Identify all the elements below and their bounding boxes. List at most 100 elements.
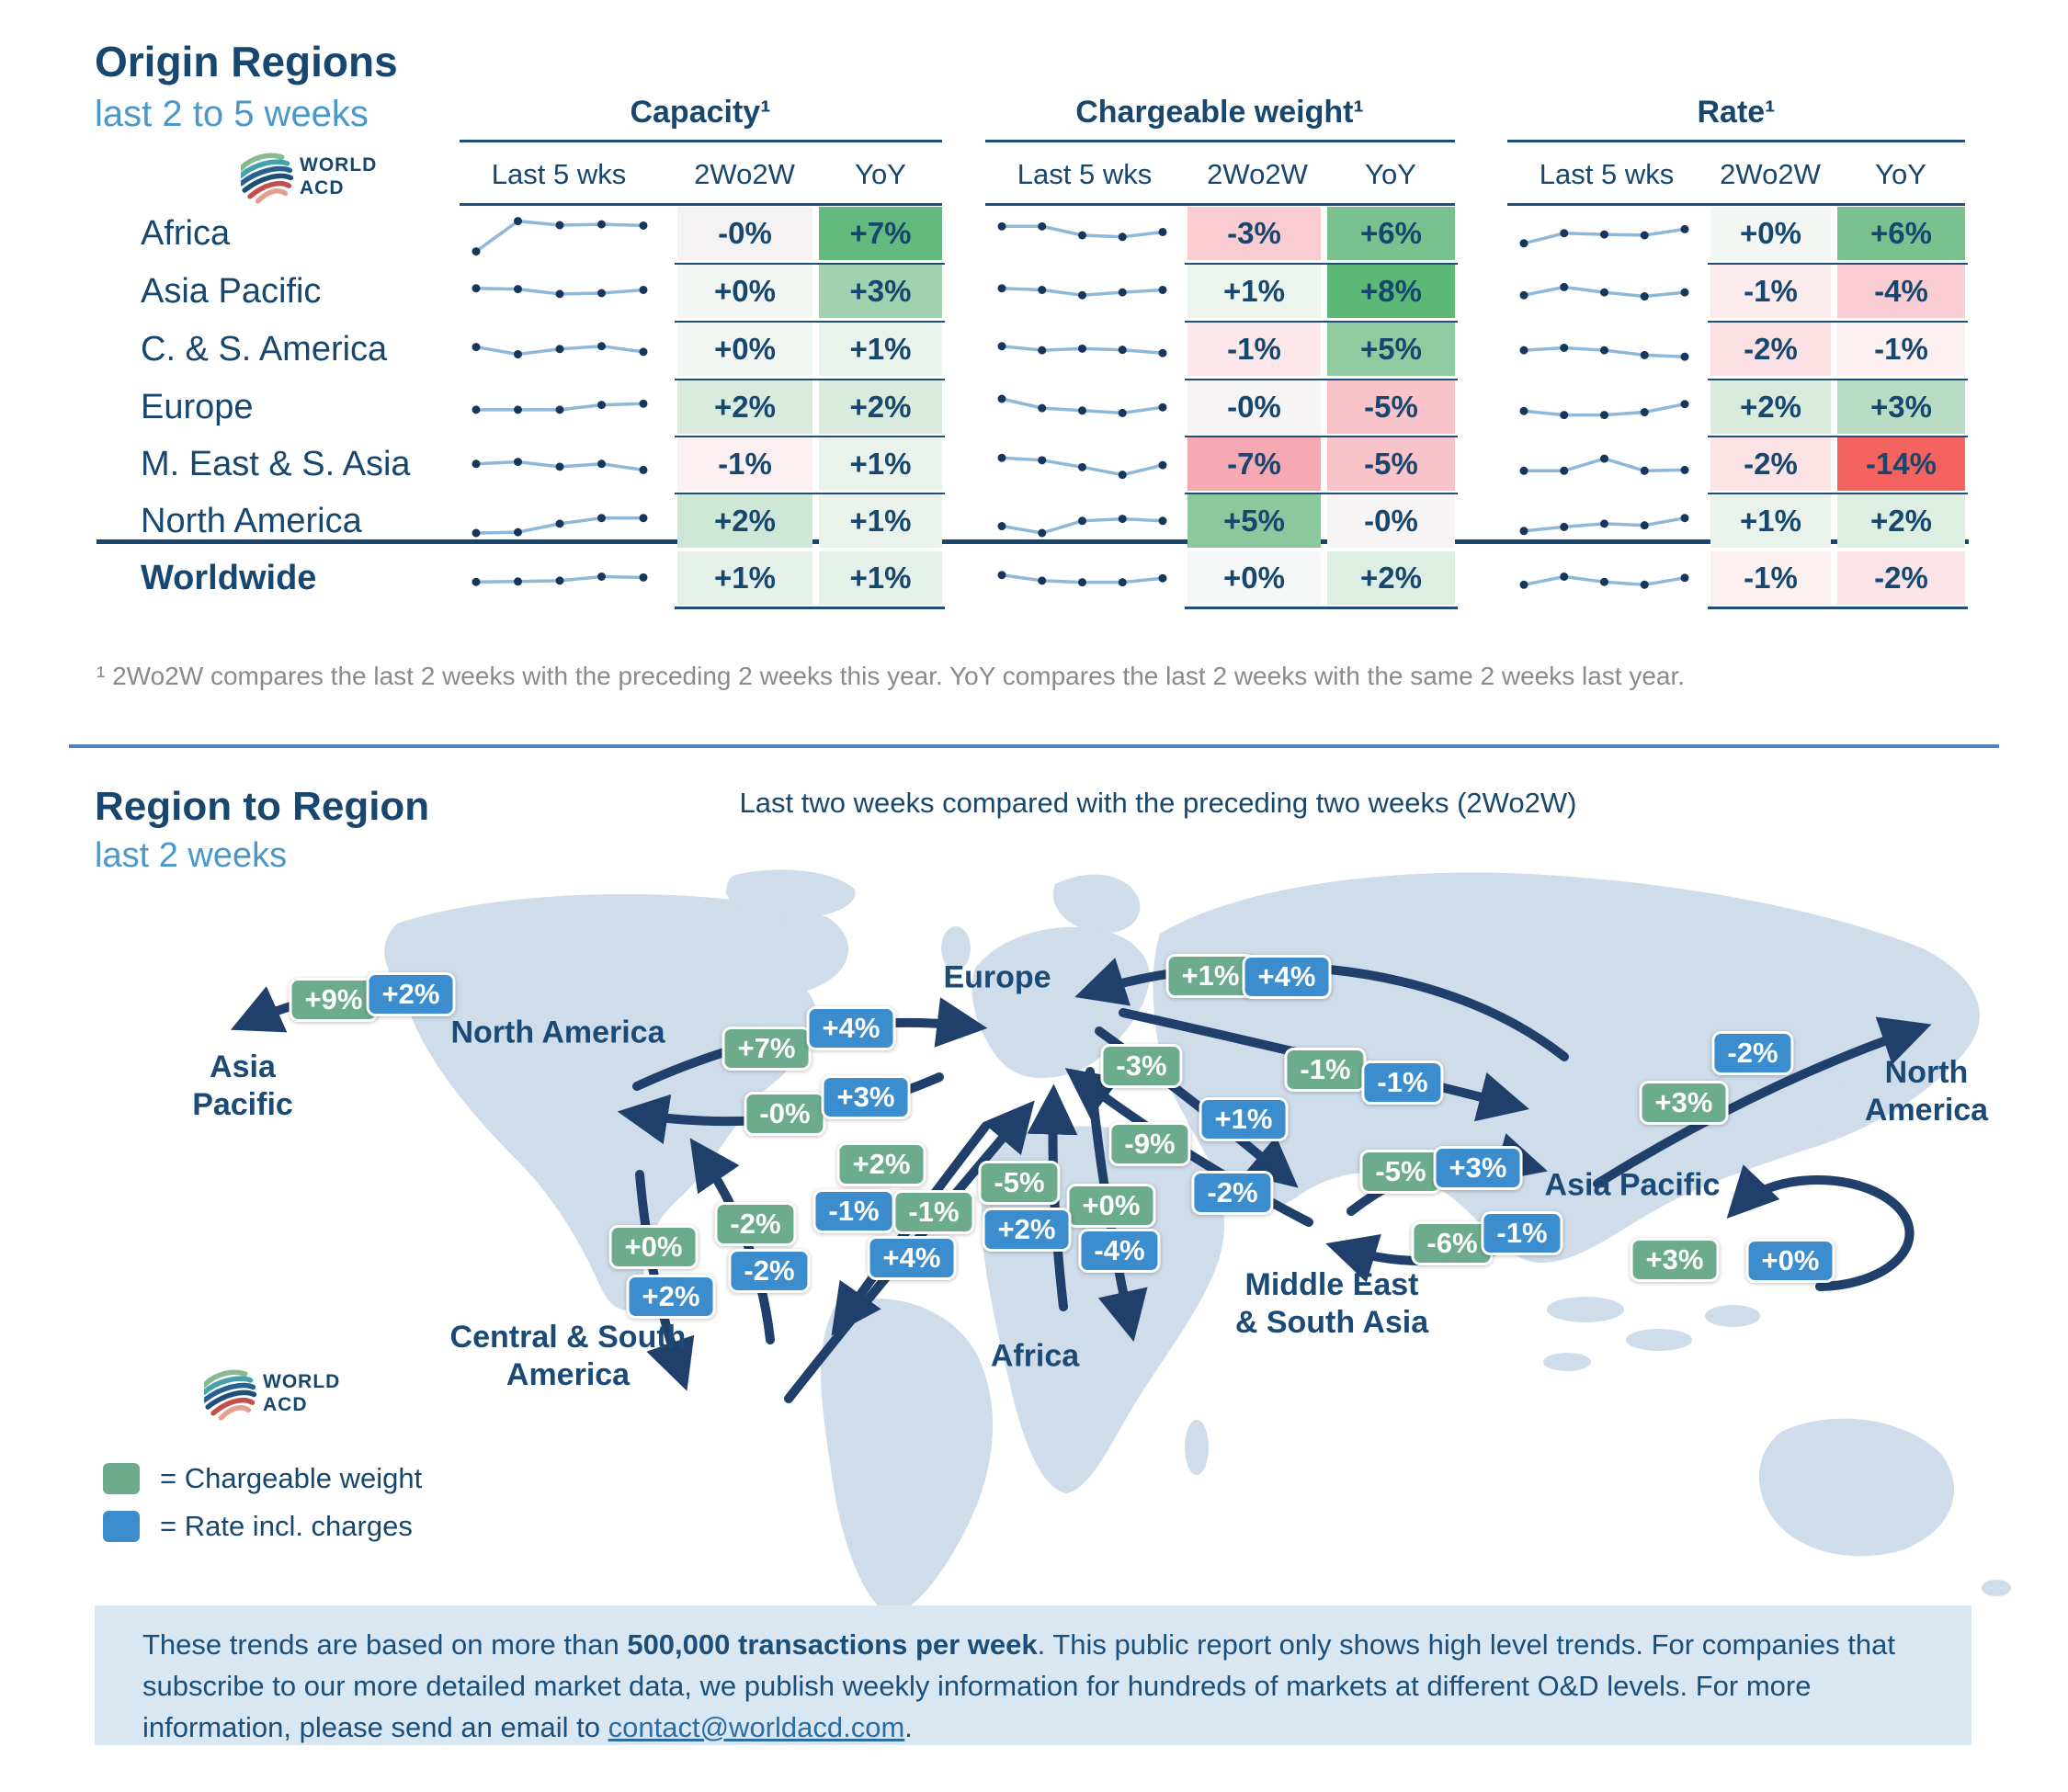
group-underline [985, 140, 1455, 142]
legend-label: = Chargeable weight [160, 1462, 423, 1494]
rate-badge-eur-to-af: -4% [1078, 1229, 1161, 1273]
table-row-label: M. East & S. Asia [141, 445, 411, 483]
region-to-region-subtitle: last 2 weeks [95, 836, 288, 875]
map-region-label-middle-east-south-asia: Middle East & South Asia [1234, 1267, 1429, 1340]
section-divider [69, 744, 1999, 748]
chargeable-weight-badge-af-to-eur: -5% [978, 1161, 1061, 1205]
sparkline [997, 221, 1167, 242]
sparkline [472, 458, 648, 474]
value-cell: +5% [1327, 323, 1455, 376]
row-separator [1185, 321, 1458, 323]
value-cell: -1% [1710, 551, 1831, 605]
chargeable-weight-badge-na-to-eur: +7% [722, 1026, 812, 1071]
value-cell: +3% [819, 265, 942, 318]
value-cell: -2% [1710, 323, 1831, 376]
continent-south-america [821, 1299, 994, 1614]
table-bottom-line [1185, 607, 1458, 609]
value-cell: -1% [1837, 323, 1965, 376]
region-to-region-title: Region to Region [95, 784, 430, 829]
value-cell: +0% [1710, 207, 1831, 260]
continent-australia [1758, 1418, 1955, 1557]
rate-badge-csa-to-eur: +4% [867, 1236, 957, 1280]
value-cell: +3% [1837, 380, 1965, 434]
value-cell: +5% [1187, 494, 1321, 548]
value-cell: -4% [1837, 265, 1965, 318]
value-cell: +1% [819, 437, 942, 491]
value-cell: +1% [819, 551, 942, 605]
value-cell: -3% [1187, 207, 1321, 260]
value-cell: +8% [1327, 265, 1455, 318]
table-bottom-line [1708, 607, 1968, 609]
logo-word1: WORLD [263, 1371, 340, 1392]
logo-word1: WORLD [300, 154, 377, 176]
value-cell: +0% [1187, 551, 1321, 605]
sparkline [1519, 514, 1689, 536]
map-region-label-africa: Africa [990, 1338, 1080, 1374]
row-separator [675, 436, 945, 437]
value-cell: +1% [1187, 265, 1321, 318]
sparkline [997, 515, 1167, 538]
rate-badge-na-to-csa: +2% [626, 1275, 716, 1319]
row-separator [675, 263, 945, 265]
row-separator [1708, 321, 1968, 323]
value-cell: -7% [1187, 437, 1321, 491]
rate-badge-me-to-ap: +3% [1433, 1146, 1523, 1190]
rate-badge-me-to-eur: -2% [1191, 1171, 1274, 1215]
subheader-underline [460, 203, 942, 206]
map-region-label-asia-pacific-left: Asia Pacific [192, 1049, 293, 1122]
chargeable-weight-badge-me-to-ap: -5% [1359, 1150, 1442, 1194]
chargeable-weight-badge-ap-intra: +3% [1630, 1238, 1720, 1282]
map-comparison-note: Last two weeks compared with the precedi… [739, 787, 1577, 819]
column-subheader: 2Wo2W [694, 158, 795, 190]
logo-word2: ACD [263, 1394, 308, 1415]
value-cell: -0% [677, 207, 812, 260]
chargeable-weight-badge-na-to-ap: +9% [289, 978, 379, 1022]
sparkline [472, 217, 648, 256]
footer-text-3: . [904, 1711, 913, 1743]
sparkline [472, 284, 648, 299]
chargeable-weight-badge-ap-to-na: +3% [1639, 1081, 1729, 1125]
column-subheader: Last 5 wks [491, 158, 627, 190]
chargeable-weight-badge-eur-to-ap: -1% [1284, 1048, 1367, 1092]
row-separator [675, 379, 945, 380]
value-cell: -0% [1187, 380, 1321, 434]
value-cell: +1% [819, 494, 942, 548]
value-cell: +0% [677, 323, 812, 376]
column-subheader: 2Wo2W [1207, 158, 1308, 190]
table-row-label: C. & S. America [141, 330, 388, 369]
sparkline [1519, 400, 1689, 420]
value-cell: +2% [1837, 494, 1965, 548]
value-cell: +6% [1327, 207, 1455, 260]
map-region-label-asia-pacific-right: Asia Pacific [1544, 1167, 1721, 1203]
value-cell: +7% [819, 207, 942, 260]
value-cell: -5% [1327, 437, 1455, 491]
table-row-label: Asia Pacific [141, 272, 322, 311]
legend-swatch [103, 1463, 140, 1494]
value-cell: +2% [1327, 551, 1455, 605]
value-cell: -1% [677, 437, 812, 491]
value-cell: -5% [1327, 380, 1455, 434]
sparkline [1519, 282, 1689, 301]
value-cell: -0% [1327, 494, 1455, 548]
continent-new-zealand [1982, 1580, 2011, 1596]
rate-badge-csa-to-na: -2% [728, 1249, 811, 1293]
row-separator [675, 321, 945, 323]
table-row-label: Africa [141, 214, 231, 253]
row-separator [1185, 379, 1458, 380]
chargeable-weight-badge-csa-to-na: -2% [714, 1202, 797, 1246]
footer-note: These trends are based on more than 500,… [95, 1605, 1971, 1745]
rate-badge-na-to-ap: +2% [366, 972, 456, 1016]
continent-se-asia-2 [1626, 1329, 1692, 1351]
legend-swatch [103, 1511, 140, 1542]
chargeable-weight-badge-csa-to-eur: -1% [892, 1190, 975, 1234]
row-separator [675, 493, 945, 494]
chargeable-weight-badge-eur-to-na: -0% [744, 1092, 826, 1136]
chargeable-weight-badge-eur-to-me: -3% [1100, 1044, 1183, 1088]
continent-scandinavia [1052, 874, 1141, 934]
sparkline [472, 399, 648, 414]
value-cell: +2% [677, 380, 812, 434]
row-separator [1708, 379, 1968, 380]
contact-email-link[interactable]: contact@worldacd.com [608, 1711, 905, 1743]
value-cell: +0% [677, 265, 812, 318]
